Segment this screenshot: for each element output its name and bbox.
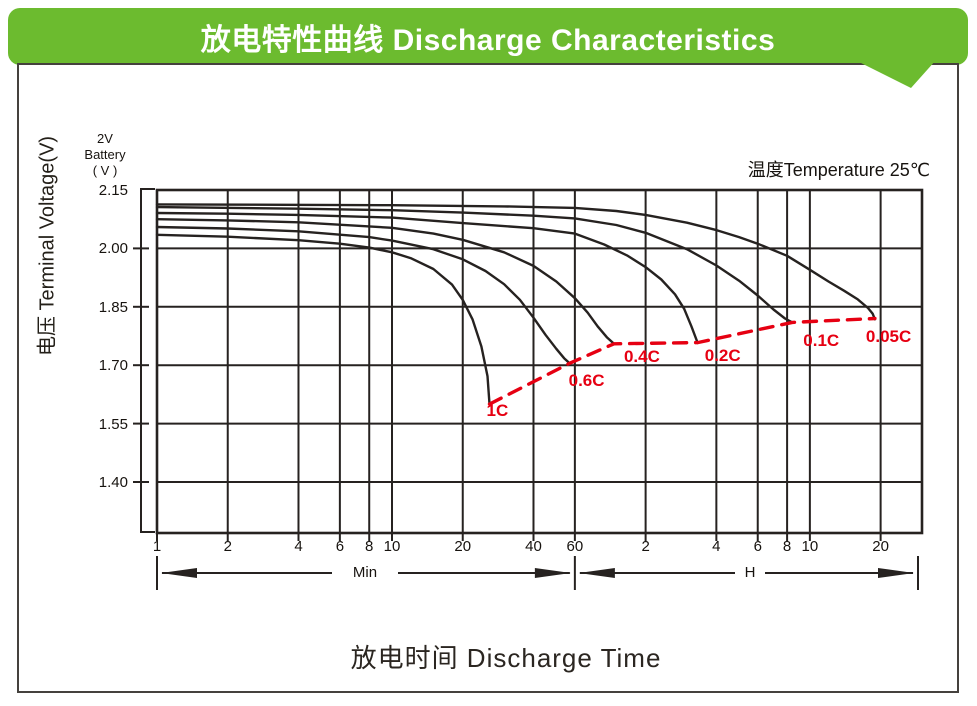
x-tick-label: 20	[872, 538, 889, 555]
x-tick-label: 20	[454, 538, 472, 555]
discharge-curve-0.6C	[155, 225, 571, 365]
series-label-0.6C: 0.6C	[568, 371, 605, 391]
arrowhead-left-icon	[161, 568, 197, 578]
y-tick-label: 2.15	[98, 182, 128, 199]
battery-unit-line2: Battery	[84, 147, 126, 162]
battery-unit-line1: 2V	[97, 131, 113, 146]
arrowhead-right-icon	[534, 568, 571, 578]
y-tick-label: 2.00	[98, 240, 128, 258]
series-label-1C: 1C	[486, 401, 509, 421]
series-label-0.1C: 0.1C	[803, 331, 840, 351]
discharge-curve-0.05C	[155, 203, 877, 321]
battery-unit-label: 2V Battery ( V )	[60, 131, 150, 179]
series-label-0.05C: 0.05C	[865, 327, 912, 347]
axis-section-label-Min: Min	[352, 564, 378, 581]
x-tick-label: 8	[365, 538, 374, 555]
axis-section-label-H: H	[744, 564, 756, 581]
y-tick-label: 1.85	[98, 298, 128, 316]
series-label-0.4C: 0.4C	[623, 346, 660, 366]
cutoff-dashed-line	[487, 316, 877, 406]
x-axis-title: 放电时间 Discharge Time	[350, 643, 662, 673]
temperature-annotation: 温度Temperature 25℃	[747, 160, 930, 180]
x-tick-label: 6	[335, 538, 345, 555]
battery-unit-line3: ( V )	[92, 163, 118, 178]
x-tick-label: 2	[223, 538, 232, 555]
discharge-curve-0.4C	[155, 217, 616, 345]
plot-frame	[155, 188, 924, 535]
x-tick-label: 8	[782, 538, 792, 555]
discharge-curve-1C	[155, 233, 491, 406]
y-axis-bracket	[140, 188, 155, 533]
arrowhead-right-icon	[878, 568, 914, 578]
series-label-0.2C: 0.2C	[704, 346, 741, 365]
discharge-curve-0.2C	[155, 211, 699, 345]
x-tick-label: 2	[641, 538, 650, 555]
discharge-curve-0.1C	[155, 205, 794, 324]
y-tick-label: 1.40	[98, 473, 128, 491]
title-banner: 放电特性曲线 Discharge Characteristics	[8, 8, 968, 65]
x-tick-label: 10	[383, 538, 401, 555]
y-tick-label: 1.70	[98, 357, 128, 375]
x-tick-label: 40	[525, 538, 542, 555]
x-tick-label: 6	[753, 538, 762, 555]
x-tick-label: 60	[566, 538, 584, 555]
page-title: 放电特性曲线 Discharge Characteristics	[200, 23, 776, 57]
arrowhead-left-icon	[578, 568, 615, 578]
y-tick-label: 1.55	[98, 415, 128, 433]
x-tick-label: 1	[152, 538, 162, 555]
x-tick-label: 4	[712, 538, 721, 555]
banner-tail-icon	[855, 60, 936, 88]
x-tick-label: 10	[801, 538, 819, 555]
x-tick-label: 4	[294, 538, 303, 555]
